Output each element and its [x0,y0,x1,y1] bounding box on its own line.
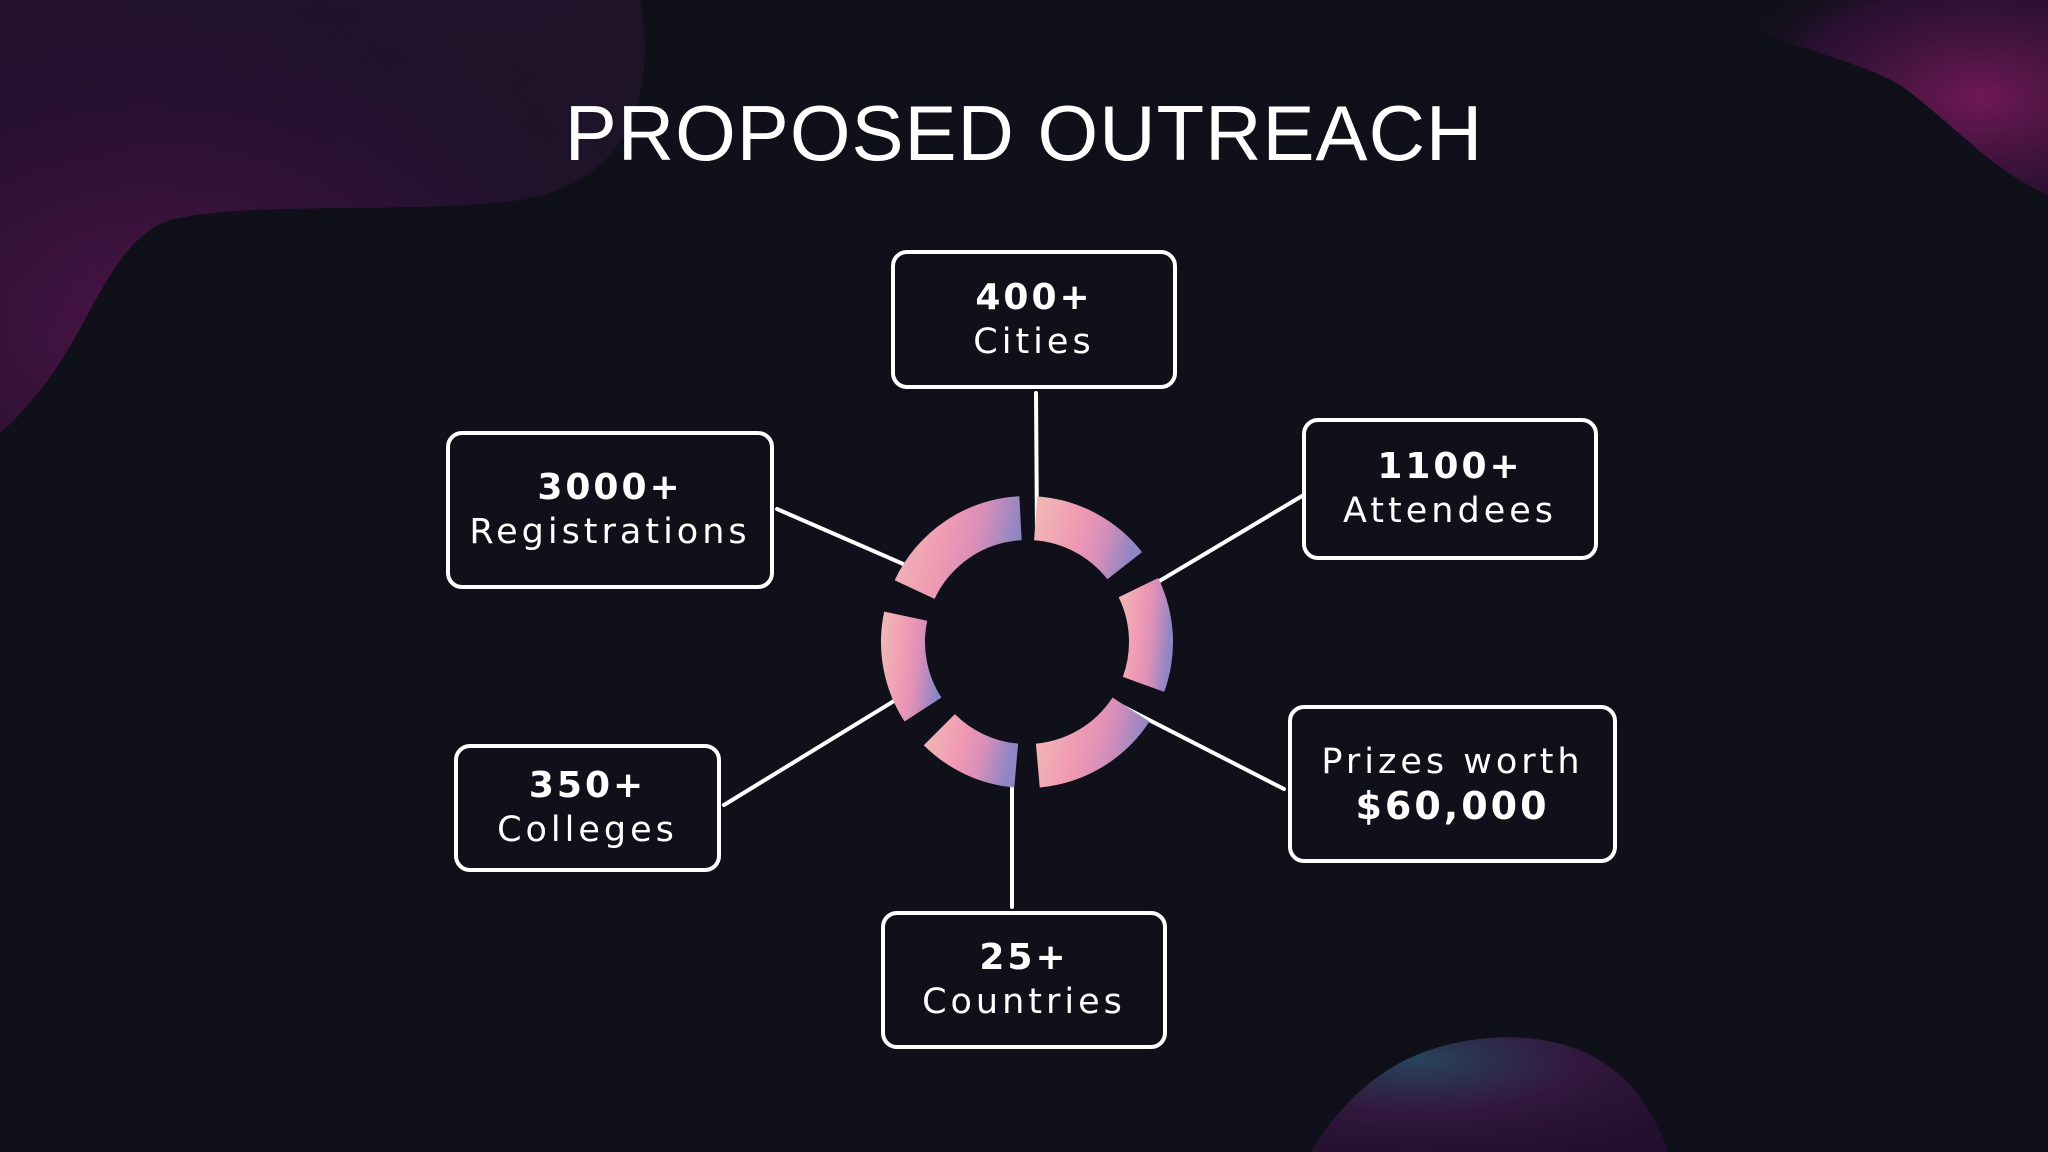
stat-label-attendees: Attendees [1342,491,1557,531]
stat-box-cities: 400+ Cities [891,250,1177,389]
ring-segment-prizes [1035,697,1150,788]
slide-title: PROPOSED OUTREACH [564,89,1484,177]
blob-bottom-right [1310,1037,1668,1152]
ring-segment-registrations [894,496,1022,599]
blob-top-right [1710,0,2048,195]
connector-colleges [722,680,927,807]
connector-prizes [1114,701,1286,791]
stat-value-attendees: 1100+ [1377,446,1523,487]
stat-label-registrations: Registrations [469,512,751,552]
stat-box-prizes: Prizes worth $60,000 [1288,705,1617,863]
stat-label-countries: Countries [922,982,1126,1022]
stat-box-countries: 25+ Countries [881,911,1167,1049]
ring [880,496,1173,788]
stat-value-countries: 25+ [979,937,1069,978]
ring-segment-colleges [880,611,942,722]
stat-value-registrations: 3000+ [537,467,683,508]
ring-segment-cities [1034,496,1143,580]
stat-value-prizes: $60,000 [1355,784,1550,828]
stat-label-prizes: Prizes worth [1321,742,1584,782]
ring-segment-countries [923,714,1019,788]
stat-box-attendees: 1100+ Attendees [1302,418,1598,560]
stat-value-colleges: 350+ [528,765,647,806]
stat-box-registrations: 3000+ Registrations [446,431,774,589]
stat-value-cities: 400+ [975,276,1093,318]
stat-label-cities: Cities [973,321,1095,362]
stat-label-colleges: Colleges [497,810,678,850]
ring-segment-attendees [1118,577,1173,692]
stat-box-colleges: 350+ Colleges [454,744,721,872]
